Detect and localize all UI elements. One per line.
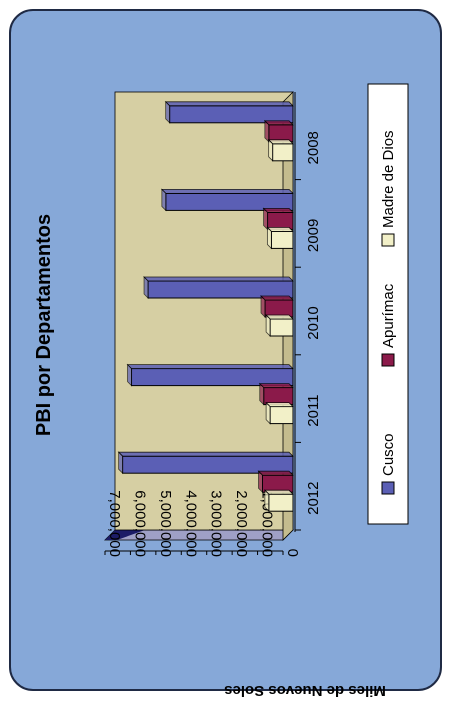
bar-end-face xyxy=(265,314,271,337)
value-axis-title: Miles de Nuevos Soles xyxy=(224,682,386,699)
bar xyxy=(268,493,294,512)
bar-end-face xyxy=(268,138,274,162)
bar-top-face xyxy=(126,364,294,370)
bar xyxy=(269,318,294,337)
bar-top-face xyxy=(262,207,294,213)
value-axis-tick-label: 2,000,000 xyxy=(233,490,250,557)
value-axis-tick-label: 6,000,000 xyxy=(131,490,148,557)
bar-top-face xyxy=(143,276,294,282)
bar-top-face xyxy=(263,489,294,495)
bar-end-face xyxy=(118,451,124,475)
legend-label: Madre de Dios xyxy=(380,130,397,228)
bar-end-face xyxy=(264,119,270,143)
bar-end-face xyxy=(165,100,171,124)
value-axis-tick-label: 3,000,000 xyxy=(208,490,225,557)
bar xyxy=(267,211,294,230)
bar xyxy=(122,455,294,474)
category-axis-label: 2010 xyxy=(305,306,322,339)
legend-label: Cusco xyxy=(380,433,397,476)
bar xyxy=(270,230,294,249)
legend-swatch xyxy=(381,353,395,367)
bar-end-face xyxy=(263,207,268,231)
bar-end-face xyxy=(258,470,263,494)
value-axis-tick-label: 0 xyxy=(284,549,301,557)
bar-top-face xyxy=(117,451,294,457)
bar-end-face xyxy=(259,382,265,406)
chart-title: PBI por Departamentos xyxy=(33,214,55,436)
bar-end-face xyxy=(264,489,270,513)
bar-top-face xyxy=(160,188,294,194)
value-axis-tick-label: 5,000,000 xyxy=(157,490,174,557)
bar xyxy=(169,105,294,124)
legend-box xyxy=(367,83,409,525)
bar-end-face xyxy=(127,363,132,387)
bar-end-face xyxy=(266,226,272,250)
bar xyxy=(263,387,294,406)
category-axis-label: 2008 xyxy=(305,131,322,164)
bar xyxy=(147,280,294,299)
bar xyxy=(131,368,294,387)
bar-end-face xyxy=(143,276,149,299)
bar xyxy=(261,474,294,493)
category-axis-label: 2011 xyxy=(305,394,322,426)
legend-swatch xyxy=(381,481,395,495)
bar xyxy=(165,192,294,211)
legend-swatch xyxy=(381,233,395,247)
bar-end-face xyxy=(265,401,271,425)
bar xyxy=(272,143,294,162)
bar-top-face xyxy=(260,295,294,301)
floor-shadow xyxy=(105,530,145,540)
bar-end-face xyxy=(161,188,167,212)
bar-top-face xyxy=(265,314,294,320)
value-axis-tick-label: 4,000,000 xyxy=(182,490,199,557)
legend-label: Apurímac xyxy=(380,283,397,348)
bar xyxy=(268,124,294,143)
category-axis-label: 2009 xyxy=(305,219,322,252)
bar-top-face xyxy=(257,470,294,476)
value-axis-tick-label: 7,000,000 xyxy=(106,490,123,557)
bar xyxy=(269,406,294,425)
bar-top-face xyxy=(265,402,294,408)
bar xyxy=(264,299,294,318)
bar-end-face xyxy=(260,295,266,318)
bar-top-face xyxy=(263,120,294,126)
category-axis-label: 2012 xyxy=(305,482,322,515)
bar-top-face xyxy=(164,101,294,107)
bar-top-face xyxy=(258,383,294,389)
